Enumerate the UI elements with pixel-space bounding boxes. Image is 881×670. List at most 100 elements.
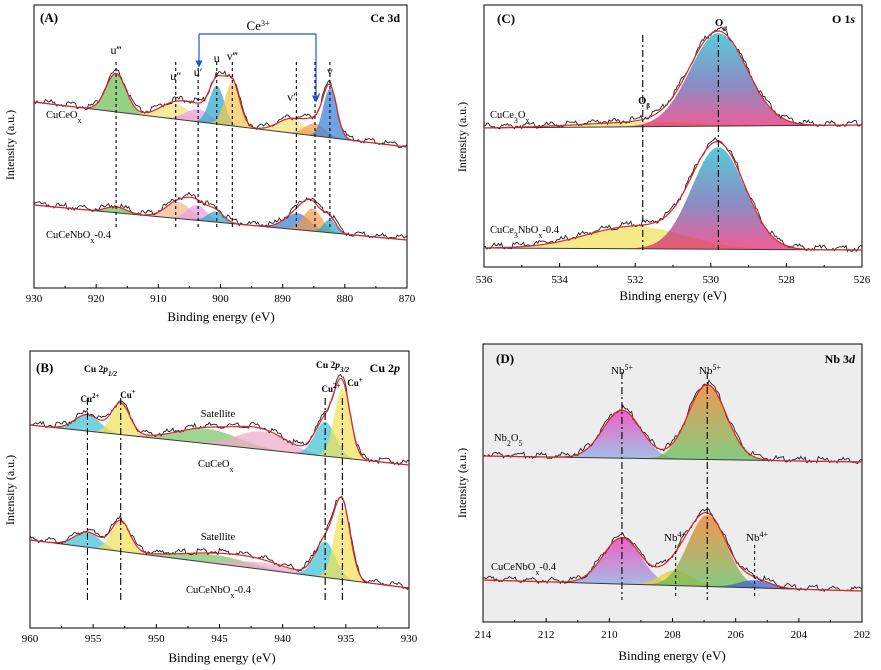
component-peak bbox=[34, 82, 407, 147]
x-tick-label: 890 bbox=[274, 293, 291, 305]
baseline bbox=[29, 539, 410, 589]
cu2-label-2: Cu2+ bbox=[321, 382, 340, 394]
fitted-envelope bbox=[33, 196, 408, 241]
component-peak bbox=[483, 384, 862, 462]
component-peak bbox=[484, 33, 862, 128]
ce-peak-label: v″ bbox=[287, 90, 298, 104]
x-tick-label: 528 bbox=[778, 274, 795, 286]
x-tick-label: 206 bbox=[727, 629, 744, 641]
x-tick-label: 212 bbox=[538, 629, 555, 641]
panel-b-element: Cu 2p bbox=[370, 361, 400, 375]
x-tick-label: 210 bbox=[601, 629, 618, 641]
x-tick-label: 955 bbox=[85, 633, 102, 645]
x-tick-label: 960 bbox=[22, 633, 39, 645]
panel-d-tag: (D) bbox=[496, 351, 514, 366]
panel-d-plot: 214 212 210 208 206 204 202 bbox=[475, 372, 871, 641]
panel-d: 214 212 210 208 206 204 202 (D) Nb 3d Intensit… bbox=[455, 343, 871, 663]
x-tick-label: 530 bbox=[703, 274, 720, 286]
panel-d-xlabel: Binding energy (eV) bbox=[618, 648, 725, 663]
baseline bbox=[29, 424, 410, 466]
x-tick-label: 930 bbox=[401, 633, 418, 645]
x-tick-label: 910 bbox=[150, 293, 167, 305]
x-tick-label: 204 bbox=[791, 629, 808, 641]
panel-b: 960 955 950 945 940 935 930 (B) Cu 2p Cu 2p1/2… bbox=[3, 350, 418, 665]
x-tick-label: 202 bbox=[854, 629, 871, 641]
satellite-label-2: Satellite bbox=[201, 532, 236, 543]
ce-peak-label: u′ bbox=[194, 65, 203, 79]
fitted-envelope bbox=[33, 72, 408, 148]
ce-peak-label: u″ bbox=[170, 69, 181, 83]
ce-peak-label: v bbox=[327, 64, 333, 78]
panel-b-xlabel: Binding energy (eV) bbox=[168, 650, 275, 665]
component-peak bbox=[30, 520, 409, 588]
fitted-envelope bbox=[29, 496, 410, 589]
cu1-label-2: Cu+ bbox=[347, 376, 363, 388]
component-peak bbox=[30, 388, 409, 465]
curve-label-cucenbox: CuCeNbOx-0.4 bbox=[46, 230, 112, 245]
component-peak bbox=[34, 73, 407, 147]
panel-a-tag: (A) bbox=[40, 10, 58, 25]
baseline bbox=[33, 101, 408, 148]
component-peak bbox=[30, 507, 409, 588]
fitted-envelope bbox=[483, 511, 862, 592]
o-beta-label: Oβ bbox=[638, 96, 650, 110]
curve-label-cucenbox-b: CuCeNbOx-0.4 bbox=[186, 585, 252, 600]
panel-a-element: Ce 3d bbox=[370, 11, 400, 25]
component-peak bbox=[34, 88, 407, 147]
raw-spectrum bbox=[33, 68, 408, 149]
panel-c-xlabel: Binding energy (eV) bbox=[619, 288, 726, 303]
curve-label-cuceox: CuCeOx bbox=[46, 110, 82, 125]
baseline bbox=[483, 247, 863, 251]
x-tick-label: 930 bbox=[26, 293, 43, 305]
panel-b-plot: 960 955 950 945 940 935 930 bbox=[22, 373, 418, 645]
fitted-envelope bbox=[483, 383, 862, 463]
panel-c: 536 534 532 530 528 526 (C) O 1s Intensity (a… bbox=[455, 4, 871, 303]
panel-b-group-2: Cu 2p3/2 bbox=[316, 361, 349, 374]
cu2-label-1: Cu2+ bbox=[80, 392, 99, 404]
curve-label-nb2o5: Nb2O5 bbox=[494, 433, 522, 448]
ce-peak-label: u bbox=[214, 51, 220, 65]
x-tick-label: 945 bbox=[211, 633, 228, 645]
panel-b-ylabel: Intensity (a.u.) bbox=[3, 455, 17, 525]
panel-d-ylabel: Intensity (a.u.) bbox=[455, 448, 469, 518]
fitted-envelope bbox=[483, 30, 862, 129]
curve-label-cucenbox-d: CuCeNbOx-0.4 bbox=[491, 562, 557, 577]
x-tick-label: 950 bbox=[148, 633, 165, 645]
panel-c-plot: 536 534 532 530 528 526 bbox=[476, 26, 871, 286]
x-tick-label: 526 bbox=[854, 274, 871, 286]
panel-d-element: Nb 3d bbox=[825, 352, 856, 366]
panel-b-tag: (B) bbox=[36, 360, 53, 375]
ce-peak-label: u‴ bbox=[111, 43, 122, 57]
baseline bbox=[483, 124, 863, 129]
x-tick-label: 920 bbox=[88, 293, 105, 305]
component-peak bbox=[483, 515, 862, 591]
component-peak bbox=[484, 147, 862, 250]
raw-spectrum bbox=[483, 136, 863, 253]
curve-label-cuceox-b: CuCeOx bbox=[198, 459, 234, 474]
x-tick-label: 208 bbox=[664, 629, 681, 641]
curve-label-cuce3ox: CuCe3Ox bbox=[490, 110, 530, 125]
baseline bbox=[33, 204, 408, 241]
panel-a-ylabel: Intensity (a.u.) bbox=[3, 110, 17, 180]
fitted-envelope bbox=[29, 377, 410, 466]
x-tick-label: 870 bbox=[399, 293, 416, 305]
ce3-label: Ce3+ bbox=[247, 18, 270, 33]
cu1-label-1: Cu+ bbox=[120, 388, 136, 400]
panel-b-group-1: Cu 2p1/2 bbox=[84, 365, 117, 378]
x-tick-label: 880 bbox=[337, 293, 354, 305]
component-peak bbox=[30, 421, 409, 465]
panel-a-xlabel: Binding energy (eV) bbox=[167, 309, 274, 324]
x-tick-label: 532 bbox=[627, 274, 644, 286]
component-peak bbox=[30, 403, 409, 465]
x-tick-label: 940 bbox=[274, 633, 291, 645]
x-tick-label: 900 bbox=[212, 293, 229, 305]
panel-c-tag: (C) bbox=[497, 11, 515, 26]
ce-peak-label: v‴ bbox=[227, 49, 238, 63]
panel-c-ylabel: Intensity (a.u.) bbox=[455, 102, 469, 172]
x-tick-label: 935 bbox=[338, 633, 355, 645]
x-tick-label: 534 bbox=[551, 274, 568, 286]
curve-label-cuce3nbox: CuCe3NbOx-0.4 bbox=[490, 225, 560, 240]
x-tick-label: 214 bbox=[475, 629, 492, 641]
